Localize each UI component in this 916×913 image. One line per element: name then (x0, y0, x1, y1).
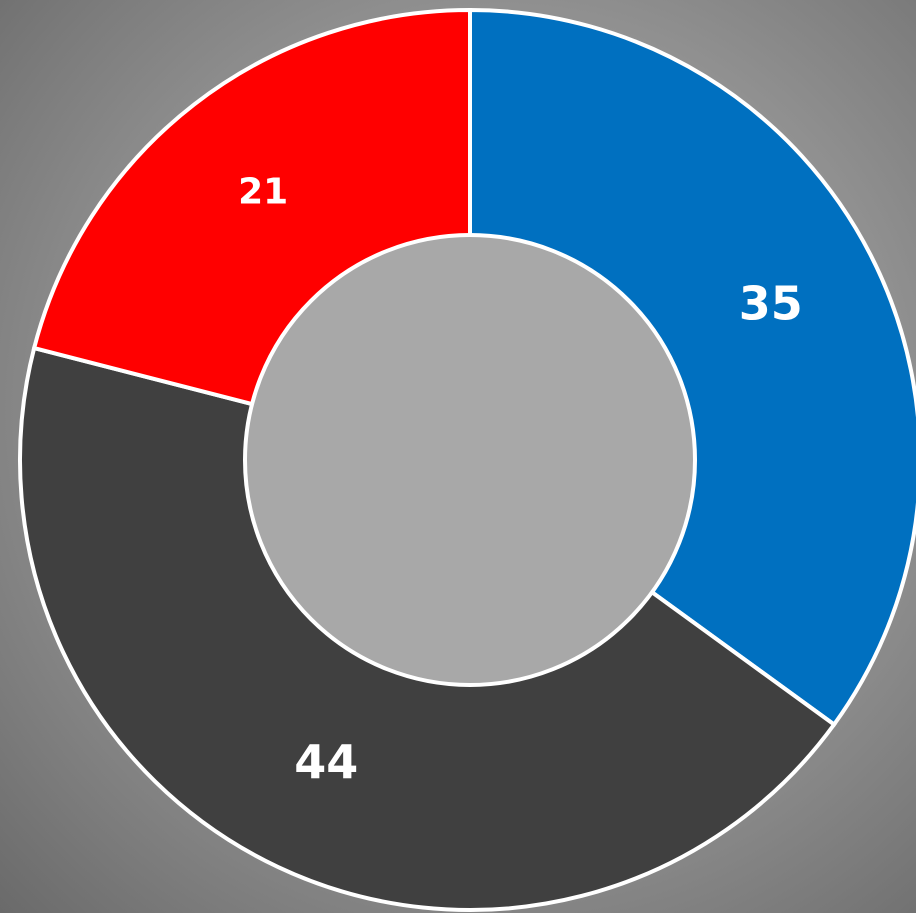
value-label: 21 (238, 171, 288, 212)
value-label: 35 (739, 276, 803, 330)
page: {"chart_data": {"type": "donut", "values… (0, 0, 916, 913)
donut-hole (245, 235, 695, 685)
value-label: 44 (294, 735, 358, 789)
chart: 35 44 21 (0, 0, 916, 913)
